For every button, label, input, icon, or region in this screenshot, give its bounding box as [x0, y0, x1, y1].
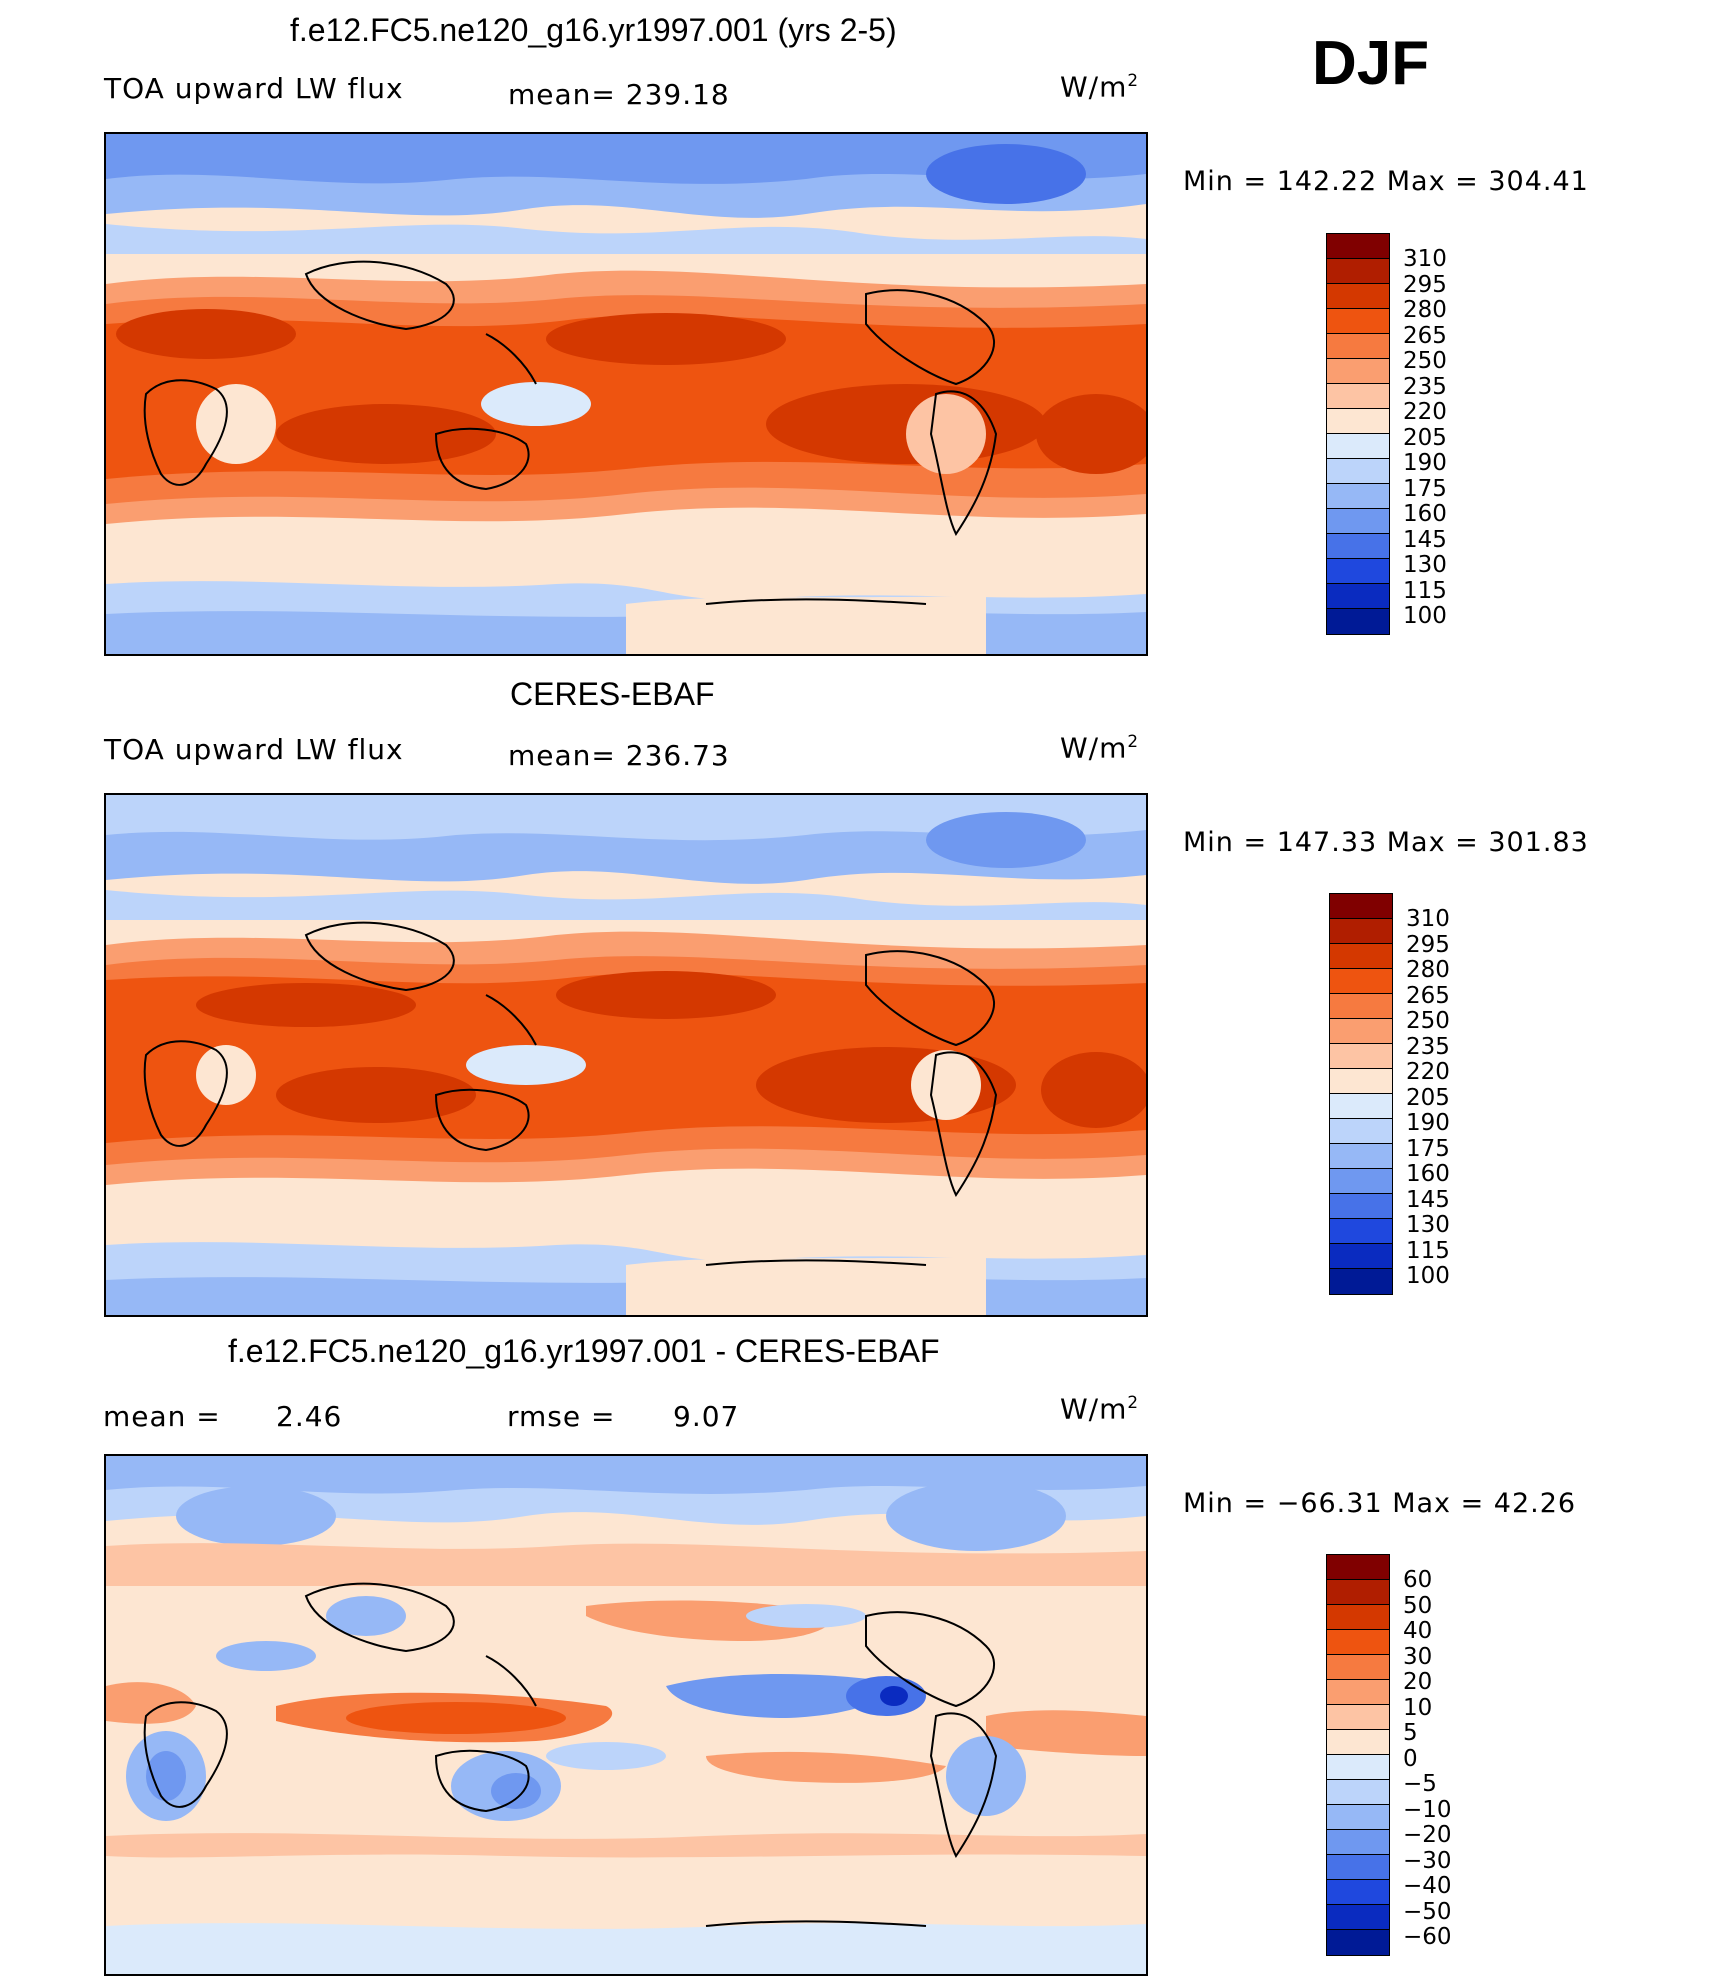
- panel2-colorbar: [1329, 893, 1393, 1295]
- cb2-tick: 100: [1406, 1263, 1450, 1289]
- cb3-tick: −20: [1403, 1822, 1452, 1848]
- panel2-variable-label: TOA upward LW flux: [104, 733, 404, 766]
- panel3-units: W/m2: [1060, 1392, 1140, 1426]
- cb1-tick: 280: [1403, 297, 1447, 323]
- cb2-tick: 235: [1406, 1033, 1450, 1060]
- panel3-minmax: Min = −66.31 Max = 42.26: [1183, 1488, 1577, 1519]
- panel3-rmse-value: 9.07: [673, 1400, 740, 1433]
- panel1-variable-label: TOA upward LW flux: [104, 72, 404, 105]
- cb2-tick: 250: [1406, 1008, 1450, 1034]
- cb2-tick: 220: [1406, 1059, 1450, 1085]
- cb2-tick: 175: [1406, 1135, 1450, 1162]
- panel1-minmax: Min = 142.22 Max = 304.41: [1183, 166, 1589, 197]
- cb1-tick: 145: [1403, 526, 1447, 553]
- cb1-tick: 250: [1403, 348, 1447, 374]
- cb1-tick: 160: [1403, 501, 1447, 527]
- cb1-tick: 130: [1403, 552, 1447, 578]
- cb3-tick: −50: [1403, 1898, 1452, 1925]
- cb1-tick: 310: [1403, 246, 1447, 272]
- panel1-units: W/m2: [1060, 70, 1140, 104]
- panel2-map-field: [106, 795, 1146, 1315]
- cb3-tick: 30: [1403, 1643, 1433, 1670]
- cb1-tick: 175: [1403, 475, 1447, 502]
- cb1-tick: 220: [1403, 399, 1447, 425]
- panel3-map: [104, 1454, 1148, 1976]
- cb2-tick: 115: [1406, 1237, 1450, 1264]
- panel3-mean-label: mean =: [103, 1400, 221, 1433]
- cb2-tick: 295: [1406, 931, 1450, 958]
- cb1-tick: 295: [1403, 271, 1447, 298]
- panel2-mean-label: mean= 236.73: [508, 739, 730, 772]
- cb2-tick: 310: [1406, 906, 1450, 932]
- cb2-tick: 145: [1406, 1186, 1450, 1213]
- panel3-colorbar: [1326, 1554, 1390, 1956]
- cb3-tick: 0: [1403, 1745, 1418, 1772]
- cb3-tick: −40: [1403, 1873, 1452, 1899]
- panel3-rmse-label: rmse =: [507, 1400, 616, 1433]
- panel2-title: CERES-EBAF: [510, 676, 715, 712]
- panel2-units: W/m2: [1060, 731, 1140, 765]
- cb2-tick: 190: [1406, 1110, 1450, 1136]
- cb3-tick: 10: [1403, 1694, 1433, 1721]
- cb2-tick: 265: [1406, 982, 1450, 1009]
- cb1-tick: 205: [1403, 424, 1447, 451]
- cb3-tick: −30: [1403, 1847, 1452, 1874]
- cb1-tick: 115: [1403, 577, 1447, 604]
- panel1-map: [104, 132, 1148, 656]
- panel1-colorbar: [1326, 233, 1390, 635]
- panel1-mean-label: mean= 239.18: [508, 78, 730, 111]
- cb3-tick: −10: [1403, 1796, 1452, 1823]
- cb3-tick: −60: [1403, 1924, 1452, 1950]
- cb2-tick: 160: [1406, 1161, 1450, 1187]
- panel1-map-field: [106, 134, 1146, 654]
- cb2-tick: 205: [1406, 1084, 1450, 1111]
- panel3-map-field: [106, 1456, 1146, 1974]
- cb1-tick: 265: [1403, 322, 1447, 349]
- cb2-tick: 280: [1406, 957, 1450, 983]
- cb3-tick: 20: [1403, 1669, 1433, 1695]
- panel1-title: f.e12.FC5.ne120_g16.yr1997.001 (yrs 2-5): [290, 12, 897, 48]
- panel3-title: f.e12.FC5.ne120_g16.yr1997.001 - CERES-E…: [228, 1333, 940, 1369]
- cb1-tick: 100: [1403, 603, 1447, 629]
- panel3-mean-value: 2.46: [276, 1400, 343, 1433]
- panel2-minmax: Min = 147.33 Max = 301.83: [1183, 827, 1589, 858]
- cb3-tick: 5: [1403, 1720, 1418, 1746]
- panel2-map: [104, 793, 1148, 1317]
- cb3-tick: 40: [1403, 1618, 1433, 1644]
- cb1-tick: 235: [1403, 373, 1447, 400]
- season-label: DJF: [1312, 29, 1430, 98]
- cb3-tick: 60: [1403, 1567, 1433, 1593]
- cb2-tick: 130: [1406, 1212, 1450, 1238]
- cb1-tick: 190: [1403, 450, 1447, 476]
- cb3-tick: −5: [1403, 1771, 1437, 1797]
- cb3-tick: 50: [1403, 1592, 1433, 1619]
